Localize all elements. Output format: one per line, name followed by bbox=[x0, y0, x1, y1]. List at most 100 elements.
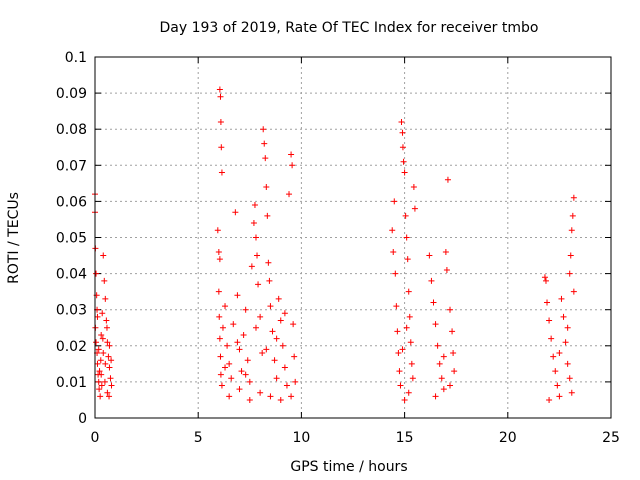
data-point bbox=[96, 368, 103, 375]
data-point bbox=[217, 93, 224, 100]
data-point bbox=[228, 375, 235, 382]
data-point bbox=[216, 335, 223, 342]
data-point bbox=[216, 256, 223, 263]
data-point bbox=[242, 371, 249, 378]
data-point bbox=[428, 277, 435, 284]
data-point bbox=[252, 234, 259, 241]
data-point bbox=[103, 324, 110, 331]
data-point bbox=[214, 227, 221, 234]
data-point bbox=[562, 339, 569, 346]
data-point bbox=[108, 357, 115, 364]
data-point bbox=[236, 386, 243, 393]
data-point bbox=[564, 324, 571, 331]
data-point bbox=[218, 144, 225, 151]
data-point bbox=[215, 248, 222, 255]
data-point bbox=[105, 353, 112, 360]
data-point bbox=[401, 396, 408, 403]
y-tick-label: 0.06 bbox=[56, 194, 87, 210]
data-point bbox=[390, 248, 397, 255]
data-point bbox=[430, 299, 437, 306]
data-point bbox=[558, 295, 565, 302]
data-point bbox=[407, 339, 414, 346]
data-point bbox=[399, 144, 406, 151]
data-point bbox=[434, 342, 441, 349]
data-point bbox=[273, 375, 280, 382]
data-point bbox=[263, 346, 270, 353]
data-point bbox=[254, 252, 261, 259]
y-tick-label: 0.05 bbox=[56, 231, 87, 247]
data-point bbox=[259, 350, 266, 357]
data-point bbox=[95, 378, 102, 385]
data-point bbox=[99, 310, 106, 317]
data-point bbox=[107, 375, 114, 382]
y-tick-label: 0.1 bbox=[65, 50, 87, 66]
data-point bbox=[277, 317, 284, 324]
data-point bbox=[104, 339, 111, 346]
data-point bbox=[290, 321, 297, 328]
data-point bbox=[98, 371, 105, 378]
x-tick-label: 20 bbox=[499, 430, 517, 446]
data-point bbox=[286, 191, 293, 198]
data-point bbox=[93, 270, 100, 277]
data-point bbox=[275, 295, 282, 302]
chart-title: Day 193 of 2019, Rate Of TEC Index for r… bbox=[160, 20, 539, 36]
data-point bbox=[406, 313, 413, 320]
data-point bbox=[255, 281, 262, 288]
data-point bbox=[260, 126, 267, 133]
data-point bbox=[546, 396, 553, 403]
data-point bbox=[222, 303, 229, 310]
data-point bbox=[556, 393, 563, 400]
data-point bbox=[393, 303, 400, 310]
data-point bbox=[554, 382, 561, 389]
data-point bbox=[267, 393, 274, 400]
data-point bbox=[447, 382, 454, 389]
y-tick-label: 0.09 bbox=[56, 86, 87, 102]
data-point bbox=[544, 299, 551, 306]
x-tick-labels: 0 5 10 15 20 25 bbox=[91, 430, 620, 446]
data-point bbox=[392, 270, 399, 277]
data-point bbox=[103, 317, 110, 324]
data-point bbox=[97, 393, 104, 400]
data-point bbox=[570, 288, 577, 295]
data-point bbox=[273, 335, 280, 342]
data-point bbox=[391, 198, 398, 205]
data-point bbox=[426, 252, 433, 259]
axis-ticks bbox=[94, 56, 612, 419]
data-point bbox=[97, 357, 104, 364]
data-point bbox=[101, 378, 108, 385]
data-point bbox=[570, 194, 577, 201]
data-point bbox=[444, 176, 451, 183]
data-point bbox=[398, 118, 405, 125]
data-point bbox=[396, 368, 403, 375]
data-point bbox=[281, 310, 288, 317]
x-tick-label: 25 bbox=[602, 430, 620, 446]
data-point bbox=[541, 274, 548, 281]
data-point bbox=[234, 339, 241, 346]
data-point bbox=[397, 382, 404, 389]
data-point bbox=[450, 350, 457, 357]
data-point bbox=[98, 331, 105, 338]
data-point bbox=[215, 288, 222, 295]
data-point bbox=[409, 375, 416, 382]
y-tick-label: 0 bbox=[78, 411, 87, 427]
data-point bbox=[234, 292, 241, 299]
data-point bbox=[411, 205, 418, 212]
data-point bbox=[230, 321, 237, 328]
data-point bbox=[93, 339, 100, 346]
data-point bbox=[217, 353, 224, 360]
data-point bbox=[405, 288, 412, 295]
data-point bbox=[102, 360, 109, 367]
data-point bbox=[281, 364, 288, 371]
data-point bbox=[240, 331, 247, 338]
x-tick-label: 0 bbox=[91, 430, 100, 446]
data-point bbox=[560, 313, 567, 320]
x-tick-label: 5 bbox=[194, 430, 203, 446]
data-point bbox=[96, 386, 103, 393]
y-tick-label: 0.02 bbox=[56, 339, 87, 355]
data-point bbox=[218, 382, 225, 389]
data-point bbox=[438, 375, 445, 382]
data-point bbox=[567, 252, 574, 259]
data-point bbox=[216, 313, 223, 320]
data-point bbox=[404, 256, 411, 263]
